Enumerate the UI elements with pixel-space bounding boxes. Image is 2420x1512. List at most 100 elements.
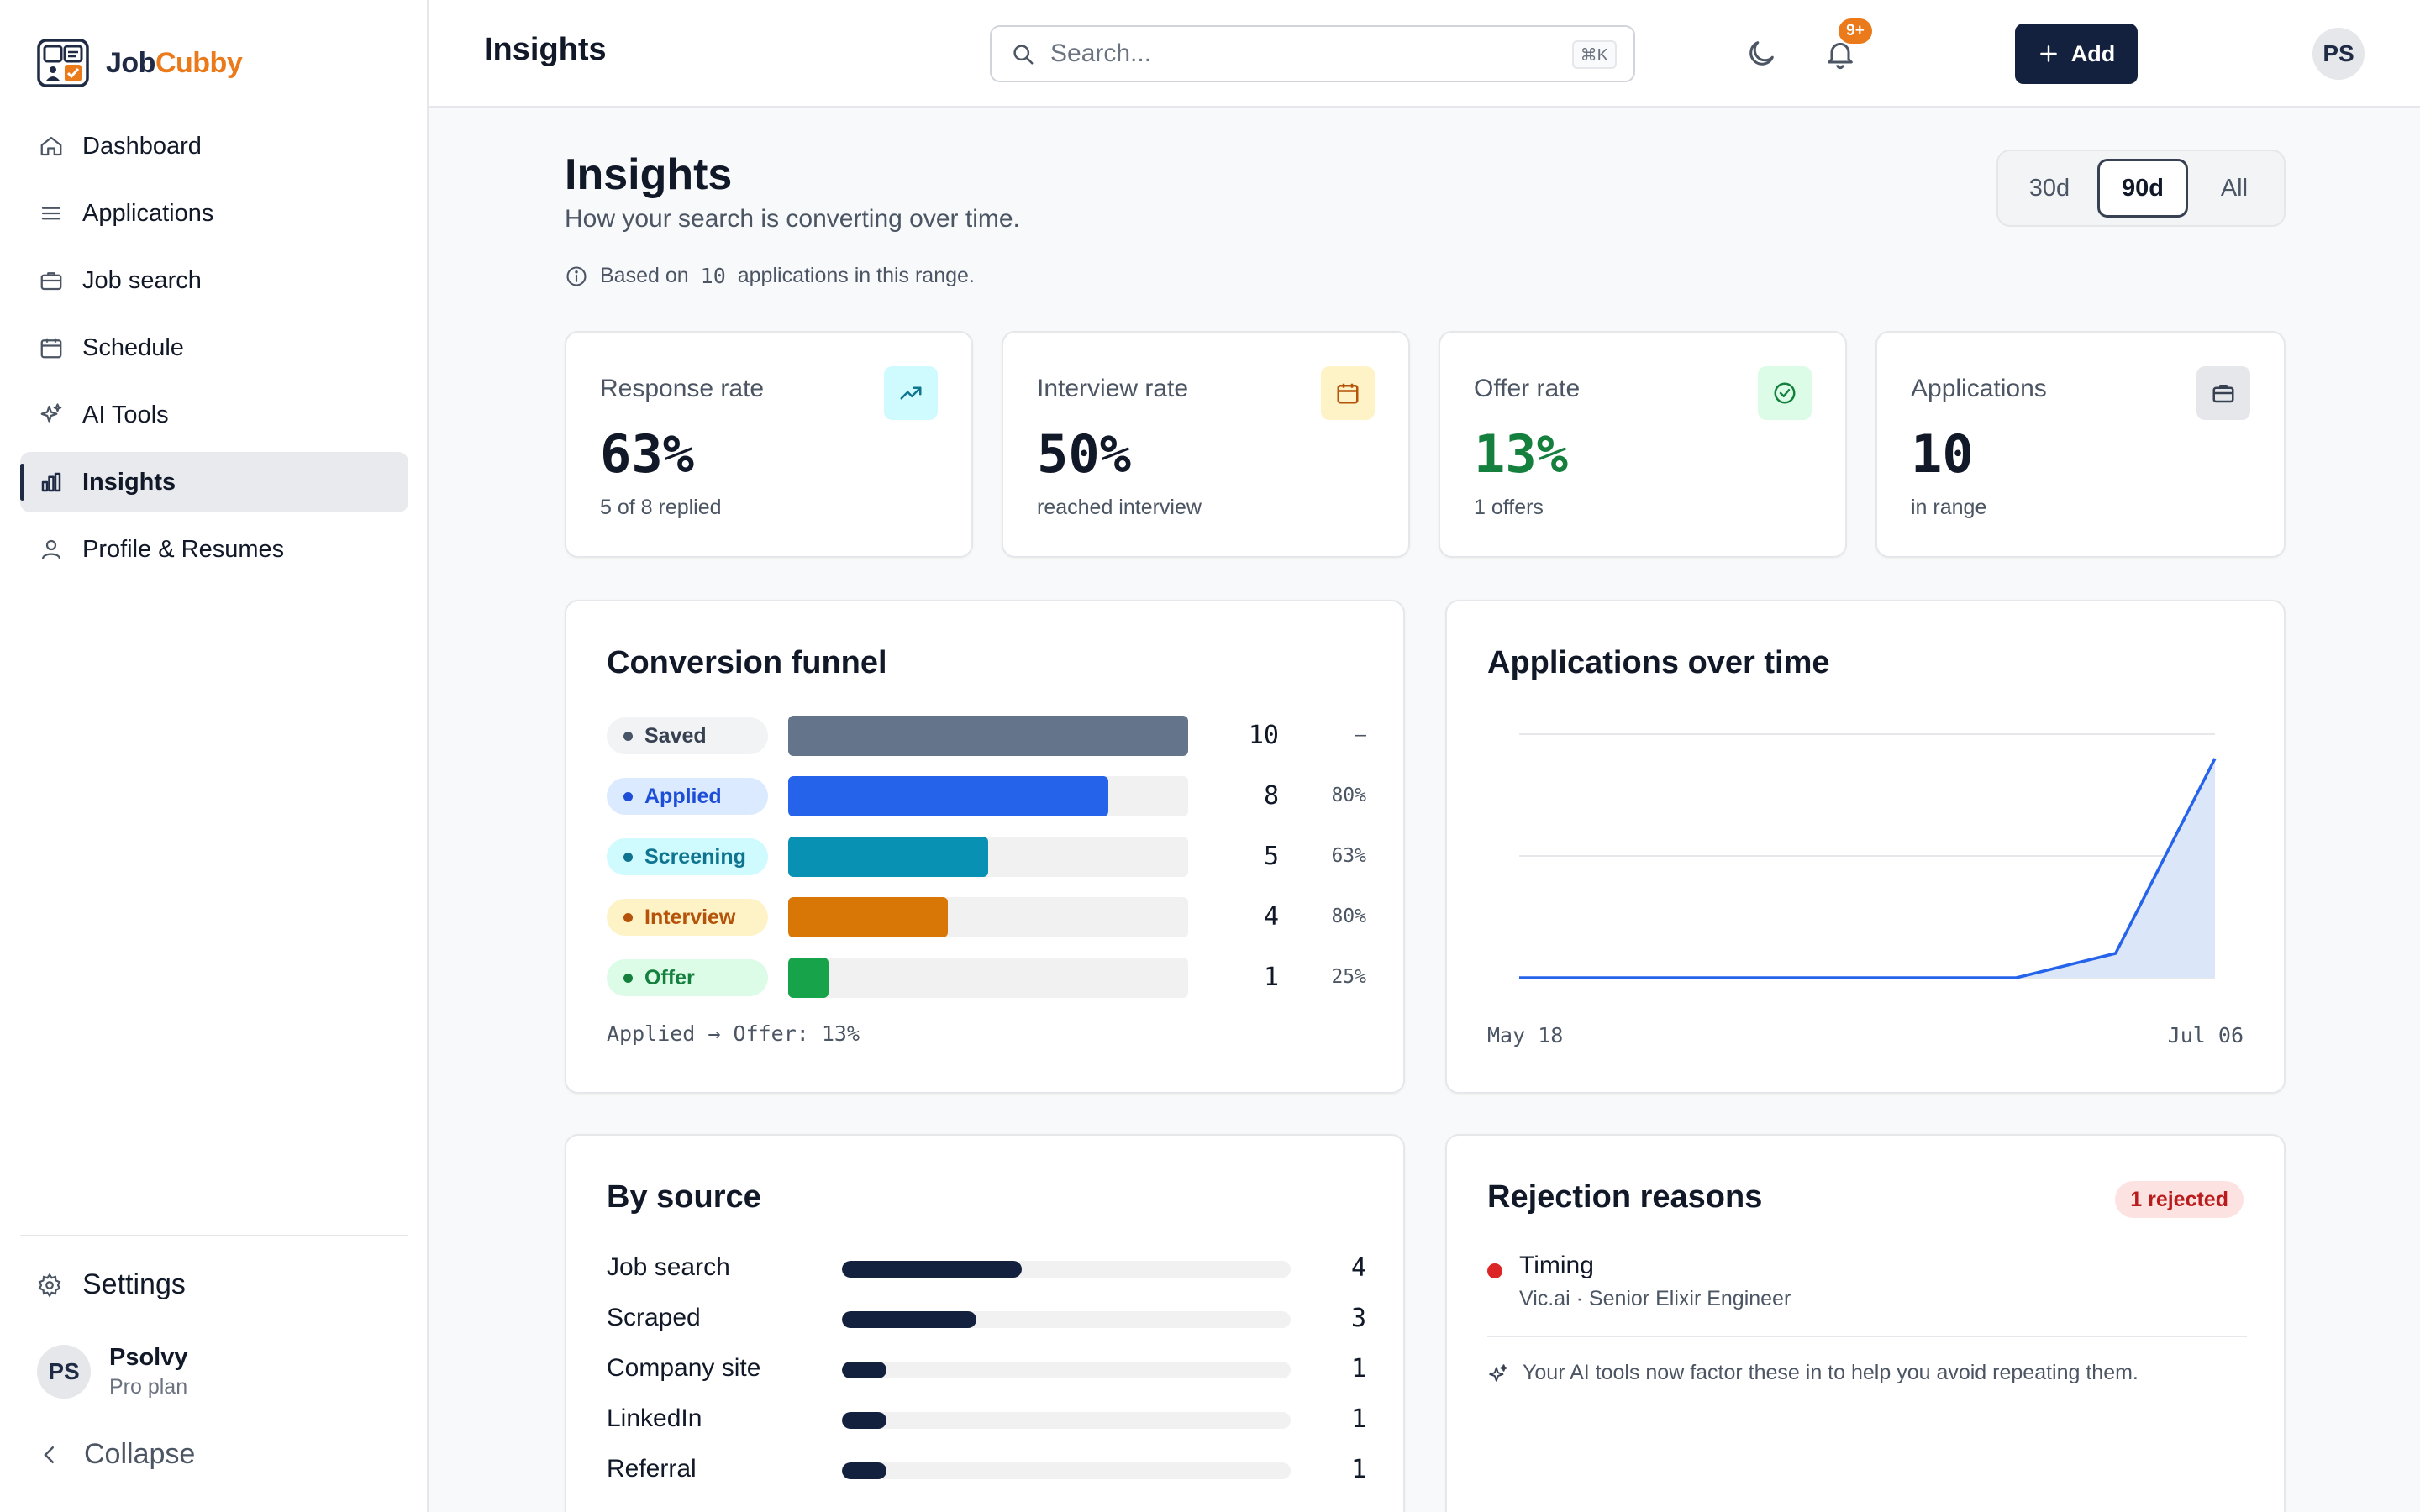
rejection-company[interactable]: Vic.ai · Senior Elixir Engineer (1519, 1287, 1791, 1310)
sidebar-item-schedule[interactable]: Schedule (20, 318, 408, 378)
sidebar-item-insights[interactable]: Insights (20, 452, 408, 512)
sidebar-item-label: Insights (82, 468, 176, 496)
moon-icon[interactable] (1744, 37, 1778, 71)
calendar-icon (1321, 366, 1375, 420)
stage-count: 5 (1263, 842, 1279, 871)
stage-bar (788, 716, 1188, 756)
plus-icon (2039, 45, 2057, 62)
source-label: Company site (607, 1354, 761, 1382)
source-bar-track (842, 1261, 1291, 1278)
x-axis-start-label: May 18 (1487, 1023, 1564, 1047)
stage-pill: Screening (607, 838, 768, 875)
collapse-button[interactable]: Collapse (37, 1438, 195, 1471)
stage-label: Offer (644, 965, 695, 990)
stage-percent: 80% (1331, 906, 1366, 927)
search-input[interactable] (1050, 39, 1555, 68)
notification-badge: 9+ (1839, 18, 1872, 44)
applications-area (1519, 759, 2215, 978)
rejection-reasons-card: Rejection reasons 1 rejected Timing Vic.… (1445, 1134, 2286, 1512)
stage-count: 4 (1263, 902, 1279, 932)
collapse-label: Collapse (84, 1438, 196, 1470)
source-bar-track (842, 1412, 1291, 1429)
info-icon (566, 265, 587, 286)
sidebar-item-job-search[interactable]: Job search (20, 250, 408, 311)
source-bar (842, 1412, 887, 1429)
stage-bar-track (788, 958, 1188, 998)
range-option-all[interactable]: All (2220, 174, 2249, 202)
source-bar-track (842, 1462, 1291, 1479)
stage-dot (623, 731, 633, 741)
funnel-row: Interview 4 80% (607, 897, 1366, 937)
top-bar: Insights ⌘K Add (429, 0, 2420, 108)
avatar: PS (37, 1345, 91, 1399)
stat-label: Offer rate (1474, 375, 1581, 402)
ai-note: Your AI tools now factor these in to hel… (1487, 1361, 2139, 1385)
rejection-reason: Timing (1519, 1252, 1594, 1279)
sparkles-icon (40, 403, 62, 423)
stat-value: 50% (1037, 423, 1131, 485)
settings-link[interactable]: Settings (37, 1268, 186, 1301)
stat-card-applications: Applications 10 in range (1876, 331, 2286, 558)
info-suffix: applications in this range. (737, 264, 975, 287)
stage-count: 1 (1263, 963, 1279, 992)
source-row: LinkedIn 1 (607, 1403, 1366, 1436)
home-icon (40, 136, 62, 156)
check-circle-icon (1758, 366, 1812, 420)
bell-icon[interactable] (1823, 37, 1857, 71)
stat-sub: in range (1911, 496, 1987, 519)
settings-label: Settings (82, 1268, 186, 1300)
stage-bar (788, 958, 829, 998)
info-count: 10 (700, 264, 726, 288)
stage-count: 10 (1248, 721, 1279, 750)
app-name: JobCubby (106, 46, 243, 79)
briefcase-icon (2196, 366, 2250, 420)
funnel-row: Screening 5 63% (607, 837, 1366, 877)
source-bar (842, 1462, 887, 1479)
stage-bar (788, 897, 949, 937)
stat-card-offer-rate: Offer rate 13% 1 offers (1439, 331, 1847, 558)
sidebar-nav: Dashboard Applications Job search Schedu… (20, 116, 408, 586)
add-button-label: Add (2070, 40, 2116, 66)
sidebar-item-label: Dashboard (82, 132, 202, 160)
applications-chart (1519, 733, 2217, 979)
sidebar-item-label: Profile & Resumes (82, 535, 285, 563)
stage-percent: 80% (1331, 785, 1366, 806)
briefcase-icon (40, 272, 62, 291)
source-count: 3 (1350, 1304, 1366, 1333)
stage-dot (623, 791, 633, 801)
range-option-90d[interactable]: 90d (2097, 159, 2188, 218)
stage-label: Saved (644, 723, 707, 748)
applications-line (1519, 758, 2217, 979)
sidebar-item-applications[interactable]: Applications (20, 183, 408, 244)
range-info: Based on 10 applications in this range. (565, 264, 975, 288)
bar-chart-icon (41, 472, 61, 492)
x-axis-end-label: Jul 06 (2167, 1023, 2244, 1047)
user-plan: Pro plan (109, 1375, 188, 1399)
info-prefix: Based on (600, 264, 689, 287)
stage-pill: Offer (607, 959, 768, 996)
add-button[interactable]: Add (2015, 24, 2138, 84)
sidebar-item-ai-tools[interactable]: AI Tools (20, 385, 408, 445)
source-bar-track (842, 1311, 1291, 1328)
user-account[interactable]: PS Psolvy Pro plan (37, 1344, 188, 1399)
sidebar-item-dashboard[interactable]: Dashboard (20, 116, 408, 176)
search-box[interactable]: ⌘K (990, 25, 1635, 82)
avatar[interactable]: PS (2312, 28, 2365, 80)
gear-icon (38, 1272, 61, 1298)
card-title: Rejection reasons (1487, 1179, 1763, 1215)
app-logo[interactable]: JobCubby (37, 39, 243, 87)
source-label: LinkedIn (607, 1404, 702, 1432)
sidebar-item-profile-resumes[interactable]: Profile & Resumes (20, 519, 408, 580)
stat-sub: 1 offers (1474, 496, 1544, 519)
stat-sub: reached interview (1037, 496, 1202, 519)
stage-dot (623, 973, 633, 983)
source-label: Scraped (607, 1304, 701, 1331)
search-icon (1013, 45, 1034, 65)
range-option-30d[interactable]: 30d (2028, 174, 2070, 202)
stage-pill: Interview (607, 899, 768, 936)
stat-value: 13% (1474, 423, 1568, 485)
stage-percent: 63% (1331, 845, 1366, 867)
trending-up-icon (884, 366, 938, 420)
calendar-icon (40, 338, 62, 359)
source-row: Job search 4 (607, 1252, 1366, 1285)
